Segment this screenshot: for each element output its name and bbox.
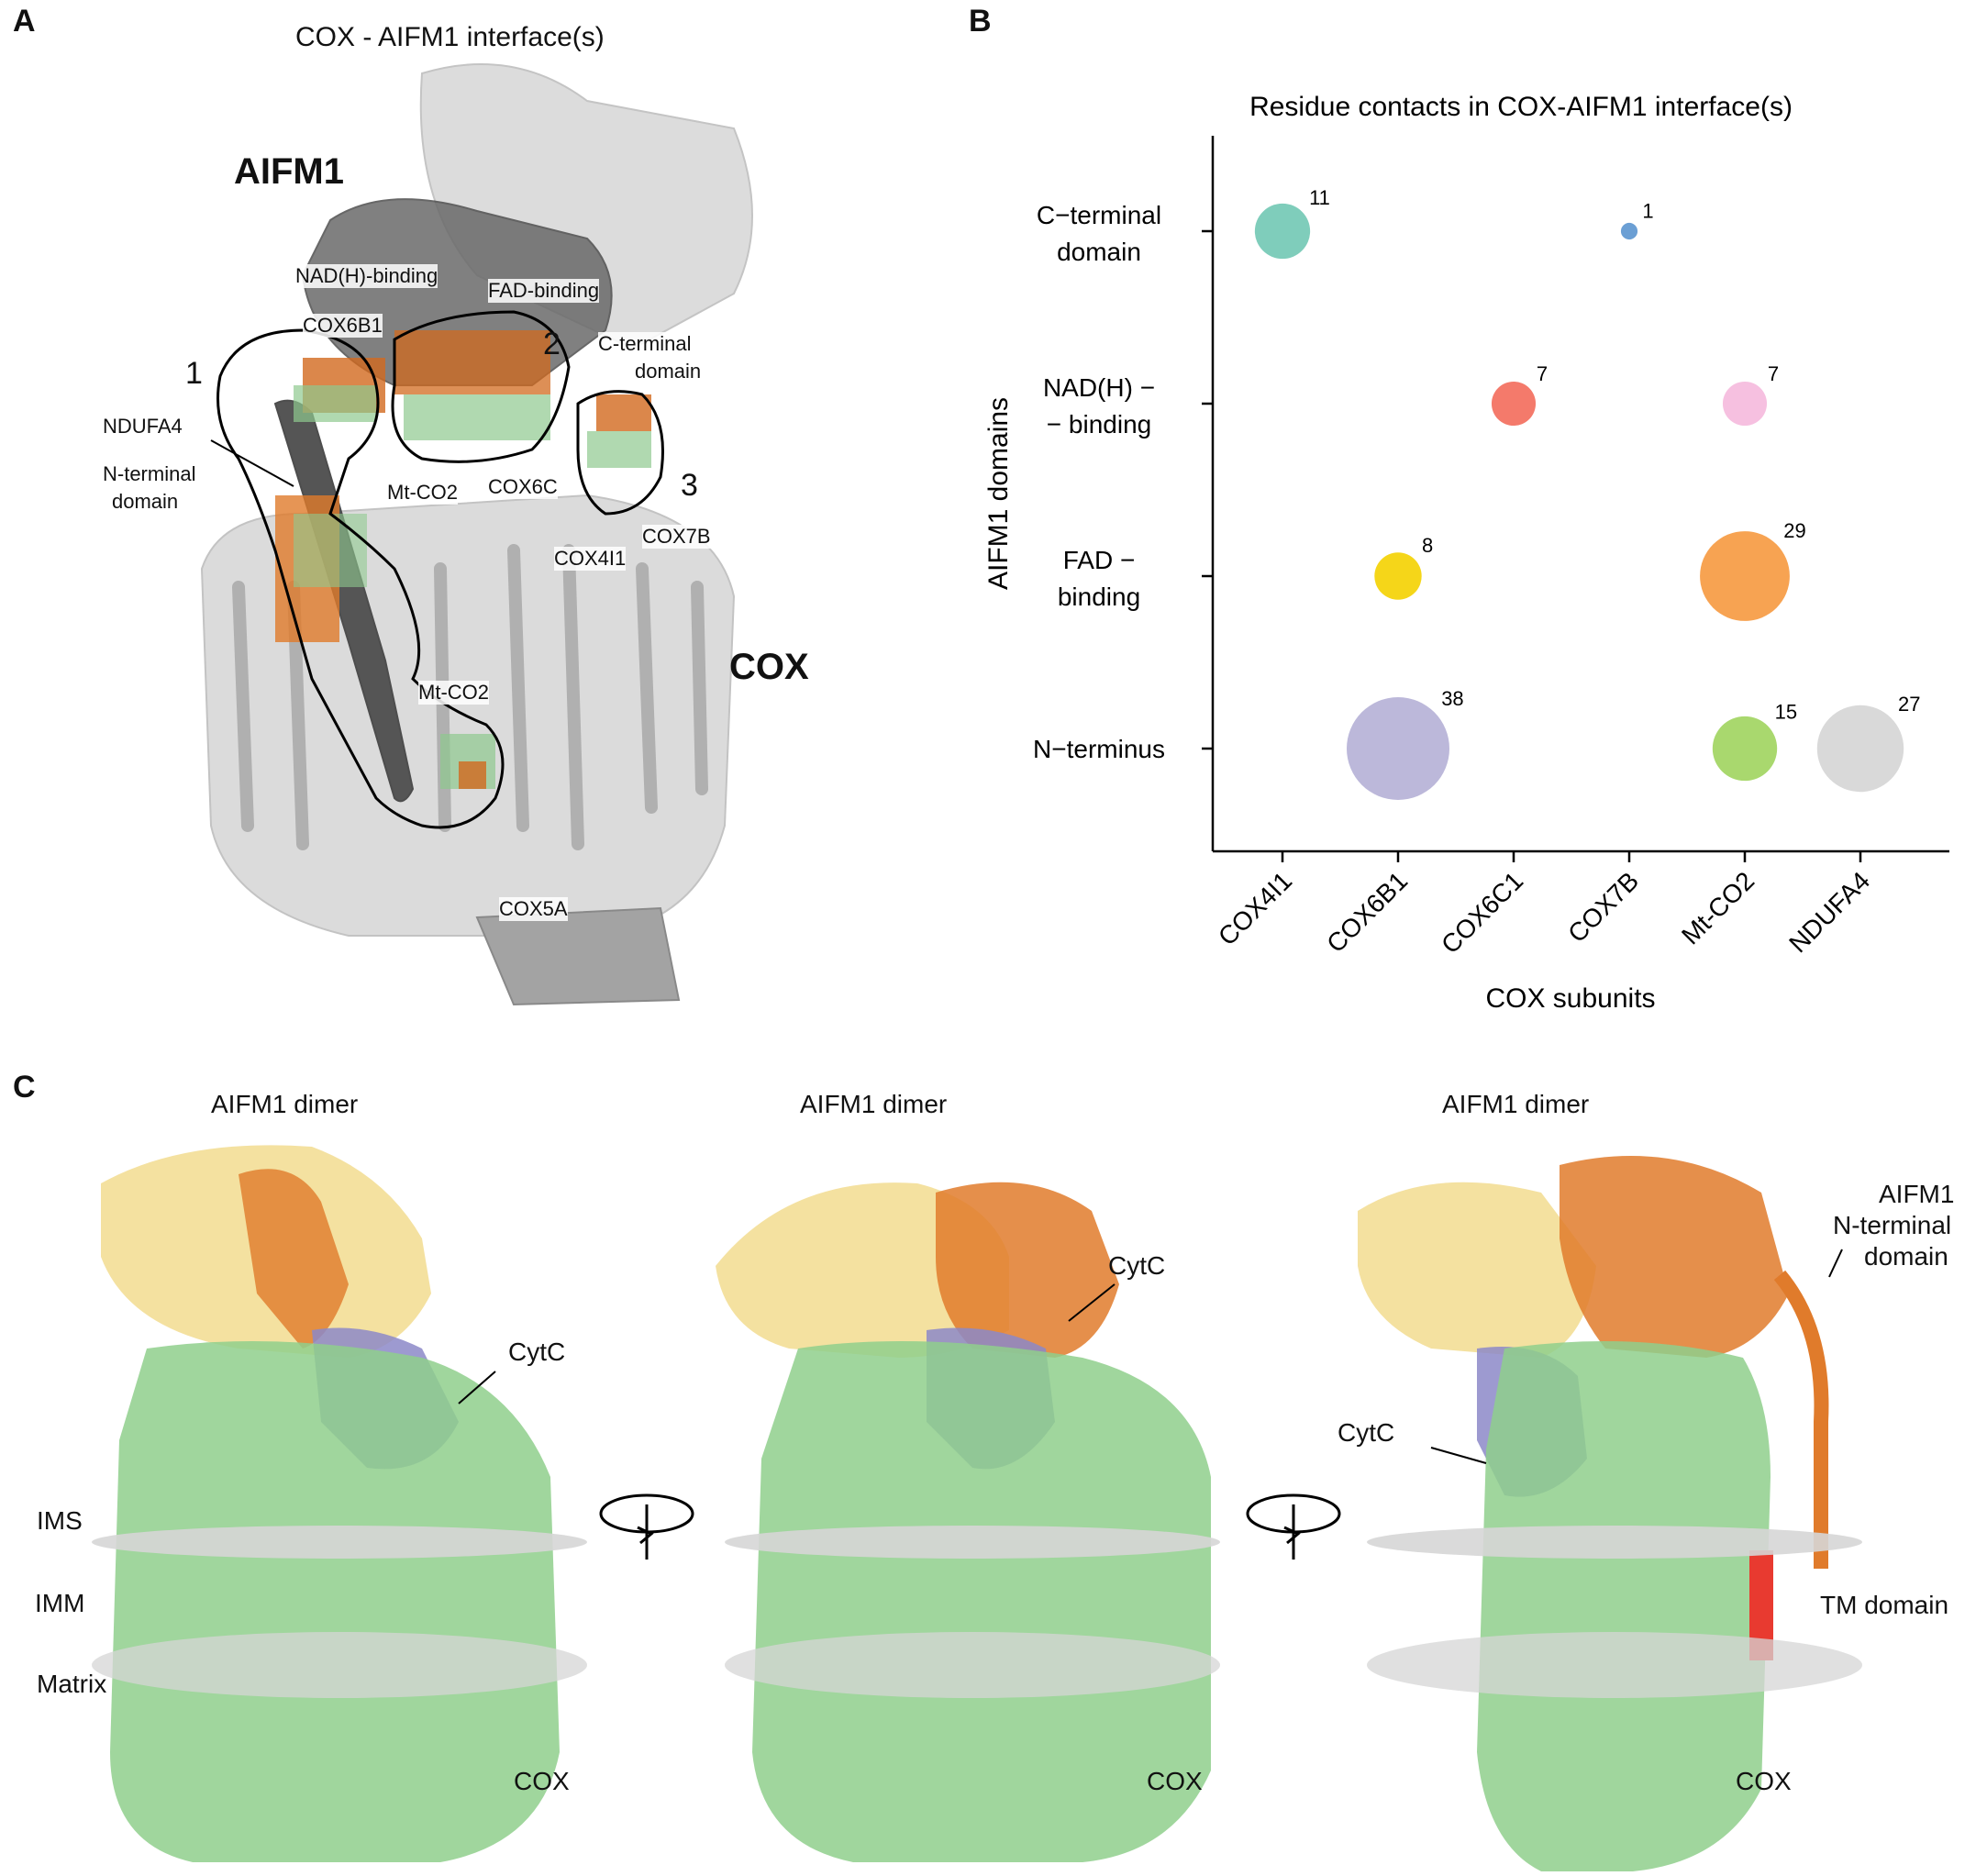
- bubble-value-label: 8: [1422, 534, 1433, 557]
- view-3-cytc-label: CytC: [1338, 1418, 1395, 1447]
- bubble-value-label: 7: [1537, 362, 1548, 385]
- chart-title: Residue contacts in COX-AIFM1 interface(…: [1249, 92, 1793, 122]
- aifm1-nterm-label-line1: AIFM1: [1879, 1180, 1955, 1208]
- y-tick-label: binding: [1058, 583, 1140, 611]
- ndufa4-label: NDUFA4: [103, 415, 183, 438]
- y-tick-label: domain: [1057, 238, 1141, 266]
- bubble-point: [1491, 381, 1537, 427]
- bubble-value-label: 29: [1783, 519, 1805, 542]
- aifm1-nterm-label-line3: domain: [1864, 1242, 1948, 1271]
- view-1-cytc-label: CytC: [508, 1338, 566, 1366]
- n-terminal-label-line1: N-terminal: [103, 462, 196, 485]
- c-terminal-label-line1: C-terminal: [598, 332, 692, 356]
- view-1-structure: [92, 1145, 587, 1862]
- y-tick-label: FAD −: [1063, 546, 1136, 574]
- x-tick-label: COX6C1: [1436, 866, 1528, 959]
- view-2-title: AIFM1 dimer: [800, 1090, 948, 1118]
- bubble-point: [1816, 705, 1904, 793]
- ims-label: IMS: [37, 1506, 83, 1535]
- bubble-value-label: 15: [1775, 700, 1797, 723]
- bubble-point: [1700, 531, 1790, 621]
- cox5a-label: COX5A: [499, 897, 568, 921]
- tm-domain-label: TM domain: [1820, 1591, 1949, 1619]
- region-1-label: 1: [185, 356, 203, 391]
- x-tick-label: COX7B: [1562, 866, 1644, 948]
- y-tick-label: − binding: [1047, 410, 1151, 438]
- rotation-arrow-1: [599, 1493, 694, 1560]
- cox-label: COX: [729, 647, 809, 687]
- mtco2-label-b: Mt-CO2: [418, 681, 489, 705]
- y-axis-title: AIFM1 domains: [983, 397, 1014, 590]
- view-2-structure: [716, 1182, 1220, 1862]
- bubble-point: [1722, 381, 1768, 427]
- y-tick-label: N−terminus: [1033, 735, 1165, 763]
- x-tick-label: COX6B1: [1321, 866, 1413, 958]
- panel-a: A COX - AIFM1 interface(s): [0, 0, 963, 1018]
- view-3-structure: [1358, 1156, 1862, 1871]
- mtco2-label-a: Mt-CO2: [387, 481, 458, 505]
- view-1-cox-label: COX: [514, 1767, 570, 1795]
- rotation-arrow-2: [1246, 1493, 1341, 1560]
- panel-b-letter: B: [969, 4, 992, 39]
- bubble-value-label: 38: [1441, 687, 1463, 710]
- interface-residues: [275, 330, 651, 789]
- x-axis-title: COX subunits: [1485, 983, 1655, 1014]
- panel-c: C: [0, 1055, 1987, 1876]
- bubble-value-label: 11: [1309, 186, 1330, 209]
- bubble-value-label: 1: [1642, 200, 1653, 223]
- c-terminal-label-line2: domain: [635, 360, 702, 383]
- bubble-point: [1374, 552, 1422, 600]
- view-2-cytc-label: CytC: [1108, 1251, 1166, 1280]
- bubble-point: [1712, 716, 1778, 782]
- bubble-point: [1347, 697, 1449, 800]
- fad-binding-label: FAD-binding: [488, 279, 600, 303]
- view-3-cox-label: COX: [1736, 1767, 1792, 1795]
- bubble-value-label: 27: [1898, 693, 1920, 716]
- panel-b: B Residue contacts in COX-AIFM1 interfac…: [963, 0, 1987, 1018]
- cox7b-label: COX7B: [642, 525, 711, 549]
- y-tick-label: C−terminal: [1037, 201, 1161, 229]
- cox-aifm1-structure-figure: [200, 63, 753, 1006]
- view-2-cox-label: COX: [1147, 1767, 1203, 1795]
- imm-label: IMM: [35, 1589, 85, 1617]
- cox6c-label: COX6C: [488, 475, 558, 499]
- cox4i1-label: COX4I1: [554, 547, 627, 571]
- panel-a-letter: A: [13, 4, 36, 39]
- aifm1-label: AIFM1: [234, 151, 344, 192]
- n-terminal-label-line2: domain: [112, 490, 179, 513]
- panel-c-structures: [92, 1145, 1862, 1871]
- aifm1-nterm-label-line2: N-terminal: [1833, 1211, 1952, 1239]
- bubble-point: [1254, 203, 1311, 260]
- bubble-point: [1620, 222, 1638, 240]
- bubble-value-label: 7: [1768, 362, 1779, 385]
- chart-axes: COX4I1 COX6B1 COX6C1 COX7B Mt-CO2 NDUFA4 N−ter…: [1033, 136, 1949, 959]
- x-tick-label: COX4I1: [1213, 866, 1297, 950]
- ndufa4-leader: [210, 439, 294, 487]
- view-1-title: AIFM1 dimer: [211, 1090, 359, 1118]
- region-3-label: 3: [681, 468, 698, 503]
- x-tick-label: NDUFA4: [1783, 866, 1875, 958]
- x-tick-label: Mt-CO2: [1676, 866, 1759, 949]
- region-2-label: 2: [543, 327, 561, 361]
- nadh-binding-label: NAD(H)-binding: [295, 264, 438, 288]
- matrix-label: Matrix: [37, 1670, 107, 1698]
- panel-a-title: COX - AIFM1 interface(s): [295, 22, 605, 52]
- y-tick-label: NAD(H) −: [1043, 373, 1155, 402]
- panel-c-letter: C: [13, 1070, 36, 1105]
- bubble-chart: Residue contacts in COX-AIFM1 interface(…: [983, 92, 1949, 1014]
- cox6b1-label: COX6B1: [303, 314, 383, 338]
- view-3-title: AIFM1 dimer: [1442, 1090, 1590, 1118]
